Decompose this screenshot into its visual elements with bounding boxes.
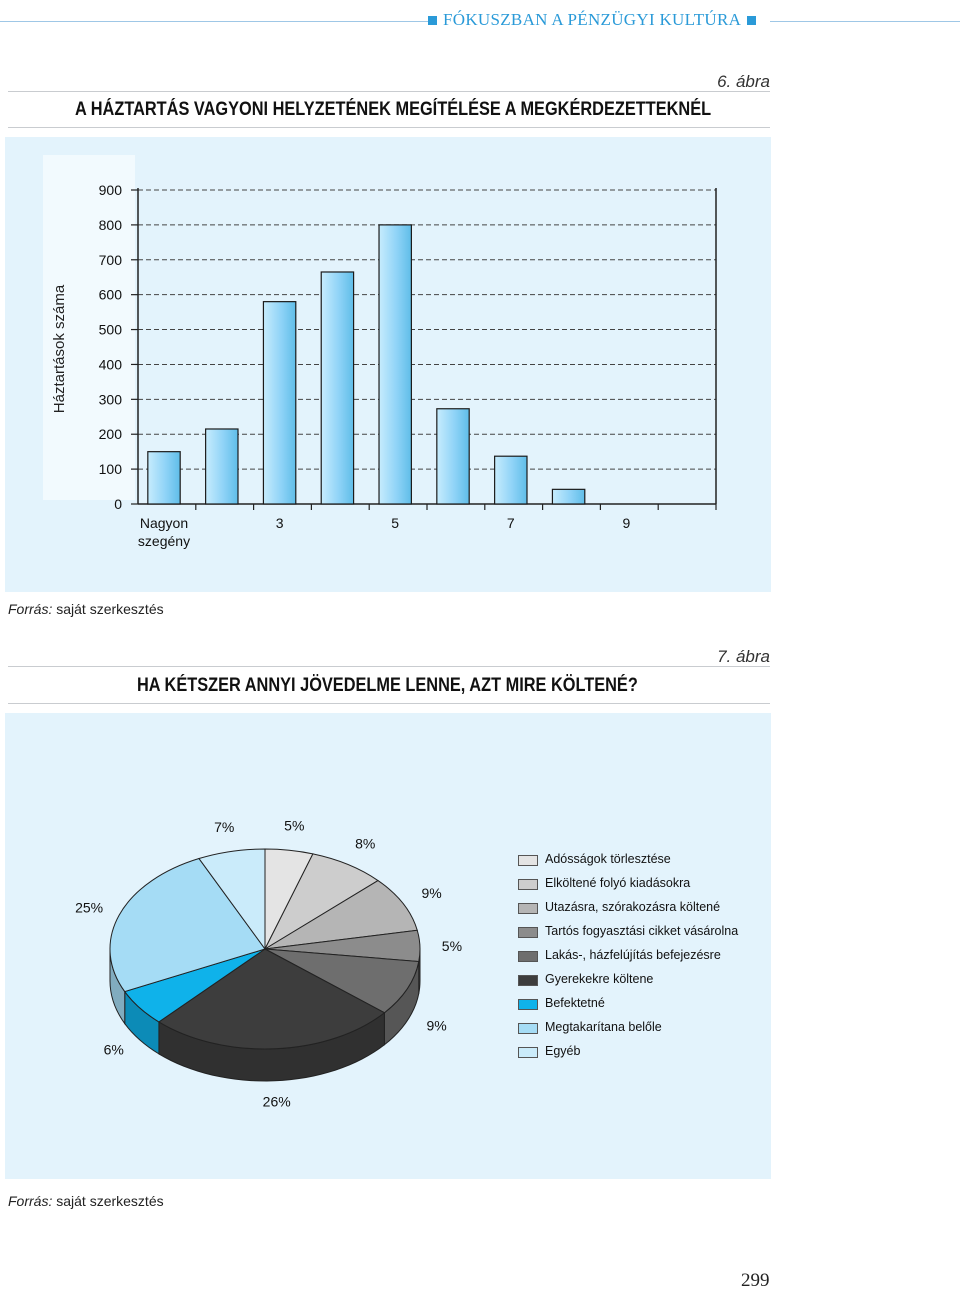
pie-percent-label: 7% [214, 819, 234, 835]
running-header: FÓKUSZBAN A PÉNZÜGYI KULTÚRA [0, 6, 960, 30]
figure6-title: A HÁZTARTÁS VAGYONI HELYZETÉNEK MEGÍTÉLÉ… [75, 99, 712, 120]
legend-label: Tartós fogyasztási cikket vásárolna [545, 924, 739, 938]
y-tick-label: 700 [99, 252, 123, 268]
bar-grid [137, 188, 717, 505]
legend-swatch [518, 1023, 538, 1034]
pie-side-walls [109, 948, 421, 1082]
legend-label: Elköltené folyó kiadásokra [545, 876, 691, 890]
bar [551, 488, 586, 505]
legend-label: Megtakarítana belőle [545, 1020, 662, 1034]
pie-percent-label: 5% [442, 938, 462, 954]
legend-swatch [518, 927, 538, 938]
bar-x-ticks: Nagyon szegény 3 5 7 9 [138, 504, 717, 549]
figure7-bottom-rule [8, 703, 770, 704]
bar-chart-panel: 0 100 200 300 400 500 600 700 800 900 Nagyon szegé… [5, 137, 771, 592]
bar-series [147, 224, 586, 505]
pie-percent-label: 25% [75, 899, 103, 915]
x-tick-label: 9 [623, 515, 631, 531]
y-tick-label: 800 [99, 217, 123, 233]
legend-swatch [518, 975, 538, 986]
pie-percent-labels: 5% 8% 9% 5% 9% 26% 6% 25% 7% [75, 818, 462, 1110]
header-rule-right [770, 21, 960, 22]
x-tick-label: 7 [507, 515, 515, 531]
bar [378, 224, 412, 505]
pie-slice [264, 948, 420, 1014]
figure6-label: 6. ábra [717, 72, 770, 91]
x-tick-label: Nagyon szegény [138, 515, 190, 549]
figure6-bottom-rule [8, 127, 770, 128]
figure6-source-prefix: Forrás: [8, 601, 53, 617]
legend-label: Utazásra, szórakozásra költené [545, 900, 721, 914]
pie-chart: 5% 8% 9% 5% 9% 26% 6% 25% 7% [75, 818, 462, 1110]
legend-swatch [518, 1047, 538, 1058]
legend-swatch [518, 951, 538, 962]
bar [436, 408, 470, 505]
pie-slice [198, 848, 266, 951]
legend-label: Lakás-, házfelújítás befejezésre [545, 948, 721, 962]
figure7-source-text: saját szerkesztés [56, 1193, 164, 1209]
bar [262, 301, 297, 505]
y-tick-label: 500 [99, 322, 123, 338]
square-bullet-icon [428, 16, 437, 25]
pie-percent-label: 26% [263, 1093, 291, 1109]
pie-percent-label: 9% [421, 885, 441, 901]
pie-percent-label: 9% [426, 1018, 446, 1034]
bar [205, 428, 239, 505]
figure6-source: Forrás: saját szerkesztés [8, 601, 164, 617]
bar [147, 451, 181, 505]
header-rule-left [0, 21, 430, 22]
square-bullet-icon [747, 16, 757, 25]
x-tick-label: 5 [391, 515, 399, 531]
bar [320, 271, 355, 505]
figure7-title: HA KÉTSZER ANNYI JÖVEDELME LENNE, AZT MI… [137, 675, 638, 696]
y-tick-label: 200 [99, 426, 123, 442]
page-number: 299 [741, 1270, 770, 1291]
pie-slice [157, 948, 386, 1050]
running-title: FÓKUSZBAN A PÉNZÜGYI KULTÚRA [428, 10, 757, 30]
y-axis-label: Háztartások száma [51, 284, 68, 413]
figure7-source: Forrás: saját szerkesztés [8, 1193, 164, 1209]
legend-label: Egyéb [545, 1044, 581, 1058]
pie-chart-panel: 5% 8% 9% 5% 9% 26% 6% 25% 7% Adósságok törleszté… [5, 713, 771, 1179]
figure7-label: 7. ábra [717, 647, 770, 666]
pie-slice [264, 879, 418, 950]
figure7-top-rule [8, 666, 770, 667]
y-tick-label: 400 [99, 356, 123, 372]
pie-percent-label: 5% [284, 818, 304, 834]
bar-chart: 0 100 200 300 400 500 600 700 800 900 Nagyon szegé… [43, 155, 717, 549]
y-tick-label: 300 [99, 391, 123, 407]
legend-label: Befektetné [545, 996, 605, 1010]
legend-swatch [518, 879, 538, 890]
pie-slice [109, 857, 266, 993]
pie-percent-label: 6% [104, 1042, 124, 1058]
running-title-text: FÓKUSZBAN A PÉNZÜGYI KULTÚRA [443, 10, 742, 29]
legend-label: Gyerekekre költene [545, 972, 654, 986]
y-tick-label: 600 [99, 287, 123, 303]
legend-swatch [518, 903, 538, 914]
y-tick-label: 100 [99, 461, 123, 477]
legend-label: Adósságok törlesztése [545, 852, 671, 866]
ylabel-backdrop [43, 155, 135, 500]
legend-swatch [518, 999, 538, 1010]
legend-swatch [518, 855, 538, 866]
bar [494, 455, 528, 505]
pie-legend: Adósságok törlesztése Elköltené folyó kia… [518, 852, 768, 1072]
figure6-source-text: saját szerkesztés [56, 601, 164, 617]
pie-slices [109, 848, 421, 1050]
y-tick-label: 0 [114, 496, 122, 512]
bar-y-ticks: 0 100 200 300 400 500 600 700 800 900 [99, 182, 138, 512]
x-tick-label: 3 [276, 515, 284, 531]
figure6-top-rule [8, 91, 770, 92]
y-tick-label: 900 [99, 182, 123, 198]
pie-percent-label: 8% [355, 836, 375, 852]
figure7-source-prefix: Forrás: [8, 1193, 53, 1209]
